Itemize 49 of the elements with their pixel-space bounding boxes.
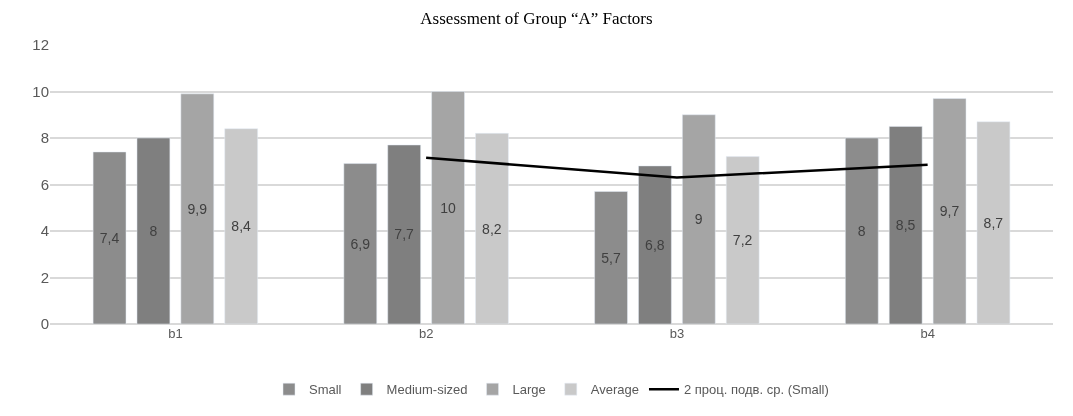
x-tick-label: b4 [920,326,935,341]
y-tick-label: 10 [32,82,49,100]
legend-label: 2 проц. подв. ср. (Small) [683,382,829,398]
data-label: 10 [440,199,456,216]
data-label: 9,7 [939,203,960,220]
legend-label: Small [309,382,342,398]
bar [594,191,628,324]
bar [682,114,716,324]
data-label: 7,7 [394,226,415,243]
legend-label: Large [512,382,546,398]
data-label: 8,7 [983,214,1004,231]
bar [475,133,509,324]
data-label: 8,2 [482,220,502,237]
bar [888,126,923,324]
x-tick-label: b3 [669,326,685,341]
data-label: 8 [857,223,866,239]
bar [845,137,879,324]
data-label: 8,4 [231,218,252,235]
x-tick-label: b2 [418,326,434,341]
data-label: 6,8 [645,236,665,253]
y-tick-label: 12 [32,36,49,54]
bar [932,98,967,324]
data-label: 9,9 [187,200,208,217]
bar [387,144,421,324]
bar [224,128,258,324]
y-tick-label: 6 [40,175,49,193]
y-tick-label: 2 [40,268,49,286]
data-label: 7,2 [732,232,753,249]
data-label: 7,4 [99,229,120,246]
y-tick-label: 8 [40,129,49,147]
bar [92,151,127,324]
legend-label: Medium-sized [386,382,468,398]
bar [136,137,171,324]
data-label: 8,5 [895,217,916,234]
data-label: 5,7 [601,249,621,266]
legend-label: Average [590,382,639,398]
bar [725,156,760,324]
chart-title: Assessment of Group “A” Factors [420,9,653,29]
bar [343,163,378,324]
bar [638,165,672,324]
y-tick-label: 0 [40,315,49,333]
bar [431,91,465,324]
bar [180,93,215,324]
y-tick-label: 4 [40,222,49,240]
data-label: 6,9 [350,235,371,252]
bar [976,121,1011,324]
data-label: 8 [149,223,158,239]
x-tick-label: b1 [168,326,183,341]
data-label: 9 [694,211,703,228]
